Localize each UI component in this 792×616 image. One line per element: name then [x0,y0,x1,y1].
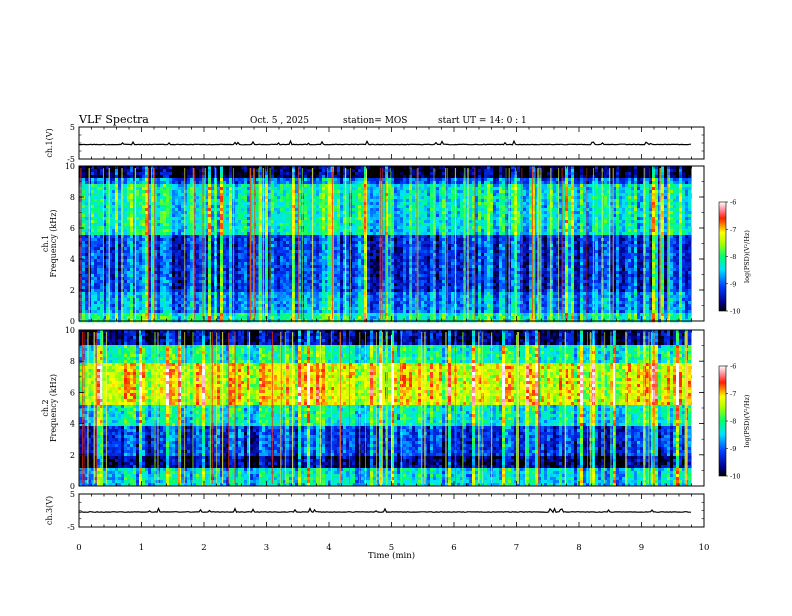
colorbar-label: log(PSD)(V²/Hz) [743,230,751,283]
colorbar-tick-label: -7 [730,390,736,398]
colorbar-scale [719,366,726,476]
ch2-colorbar: -6 -7 -8 -9 -10 log(PSD)(V²/Hz) [719,363,751,481]
x-tick-label: 0 [76,543,81,553]
y-axis-label: ch.3(V) [45,496,54,525]
y-tick-label: 4 [70,420,75,429]
y-tick-label: 5 [70,490,75,499]
colorbar-tick-label: -10 [730,473,740,481]
x-tick-label: 6 [451,543,456,553]
x-tick-label: 8 [576,543,581,553]
colorbar-tick-label: -6 [730,363,736,371]
x-tick-label: 4 [326,543,331,553]
colorbar-scale [719,202,726,311]
ch3-waveform-panel: 5 -5 ch.3(V) [45,490,704,532]
y-tick-label: -5 [67,523,75,532]
colorbar-tick-label: -6 [730,199,736,207]
y-axis-label: Frequency (kHz) [49,374,58,442]
y-axis-label: ch.1(V) [45,128,54,157]
y-axis-label: Frequency (kHz) [49,209,58,277]
header-date: Oct. 5 , 2025 [250,116,309,126]
x-tick-label: 10 [699,543,710,553]
x-axis-label: Time (min) [368,550,415,561]
x-tick-label: 3 [264,543,269,553]
figure-title: VLF Spectra [78,113,149,126]
y-tick-label: 6 [70,224,75,233]
y-tick-label: 10 [65,162,75,171]
y-tick-label: 10 [65,326,75,335]
y-tick-label: 0 [70,317,75,326]
y-tick-label: 8 [70,357,75,366]
colorbar-tick-label: -7 [730,226,736,234]
y-tick-label: 8 [70,193,75,202]
header-station: station= MOS [343,116,407,126]
colorbar-tick-label: -9 [730,280,736,288]
y-tick-label: 2 [70,286,75,295]
waveform-trace [79,509,691,513]
x-tick-label: 1 [139,543,144,553]
y-tick-label: 4 [70,255,75,264]
ch1-colorbar: -6 -7 -8 -9 -10 log(PSD)(V²/Hz) [719,199,751,316]
colorbar-tick-label: -8 [730,253,736,261]
colorbar-tick-label: -9 [730,445,736,453]
x-tick-label: 9 [639,543,644,553]
colorbar-label: log(PSD)(V²/Hz) [743,394,751,447]
y-tick-label: 5 [70,123,75,132]
x-tick-label: 2 [201,543,206,553]
colorbar-tick-label: -8 [730,418,736,426]
y-tick-label: 6 [70,388,75,397]
y-tick-label: 2 [70,451,75,460]
waveform-trace [79,141,691,145]
spectrogram-image [79,330,692,486]
x-tick-label: 7 [514,543,519,553]
ch1-waveform-panel: 5-5ch.1(V) [45,123,704,164]
header-start-time: start UT = 14: 0 : 1 [438,116,527,126]
colorbar-tick-label: -10 [730,308,740,316]
